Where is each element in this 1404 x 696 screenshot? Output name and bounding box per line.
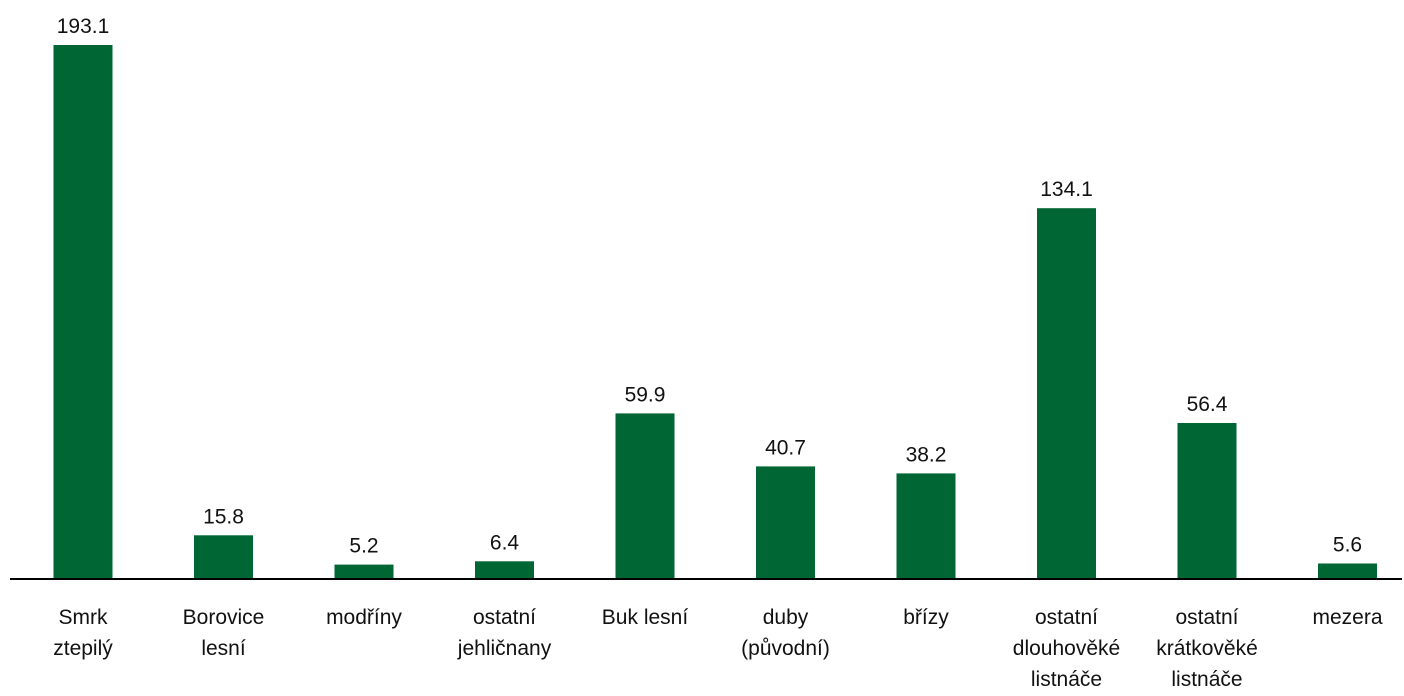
category-label-5-line-0: duby [763,606,809,629]
category-label-4-line-0: Buk lesní [602,606,689,629]
category-label-3: ostatní jehličnany [457,606,552,660]
category-label-8: ostatní krátkověké listnáče [1156,606,1258,691]
bar-0 [53,45,113,579]
category-label-2: modříny [326,606,402,629]
category-labels-group: Smrk ztepilý Borovice lesní modříny ostatní je… [53,606,1383,691]
category-label-7: ostatní dlouhověké listnáče [1013,606,1120,691]
category-label-1-line-0: Borovice [183,606,265,629]
value-labels-group: 193.1 15.8 5.2 6.4 59.9 40.7 38.2 134.1 56.4 5.6 [57,15,1362,558]
bar-1 [194,535,253,579]
category-label-4: Buk lesní [602,606,689,629]
bar-5 [756,466,815,579]
value-label-5: 40.7 [765,436,806,459]
category-label-8-line-2: listnáče [1171,668,1242,691]
category-label-3-line-0: ostatní [473,606,536,629]
category-label-8-line-1: krátkověké [1156,637,1258,660]
category-label-3-line-1: jehličnany [457,637,552,660]
category-label-9: mezera [1312,606,1382,629]
value-label-2: 5.2 [349,535,378,558]
category-label-0: Smrk ztepilý [53,606,113,660]
value-label-4: 59.9 [625,383,666,406]
category-label-6: břízy [903,606,949,629]
category-label-5: duby (původní) [741,606,830,660]
category-label-5-line-1: (původní) [741,637,830,660]
category-label-6-line-0: břízy [903,606,949,629]
category-label-0-line-0: Smrk [59,606,108,629]
category-label-2-line-0: modříny [326,606,402,629]
value-label-3: 6.4 [490,531,520,554]
category-label-8-line-0: ostatní [1175,606,1238,629]
category-label-7-line-2: listnáče [1031,668,1102,691]
category-label-7-line-1: dlouhověké [1013,637,1120,660]
category-label-7-line-0: ostatní [1035,606,1098,629]
value-label-1: 15.8 [203,505,244,528]
value-label-8: 56.4 [1187,393,1228,416]
category-label-1-line-1: lesní [201,637,246,660]
value-label-0: 193.1 [57,15,110,38]
bar-9 [1318,563,1377,579]
bar-2 [334,564,394,579]
bar-8 [1177,423,1237,579]
bar-7 [1037,208,1096,579]
category-label-0-line-1: ztepilý [53,637,113,660]
category-label-9-line-0: mezera [1312,606,1382,629]
bar-3 [475,561,534,579]
value-label-7: 134.1 [1040,178,1093,201]
bars-group [53,45,1377,579]
bar-6 [896,473,956,579]
value-label-9: 5.6 [1333,534,1362,557]
category-label-1: Borovice lesní [183,606,265,660]
value-label-6: 38.2 [906,443,947,466]
bar-4 [615,413,675,579]
